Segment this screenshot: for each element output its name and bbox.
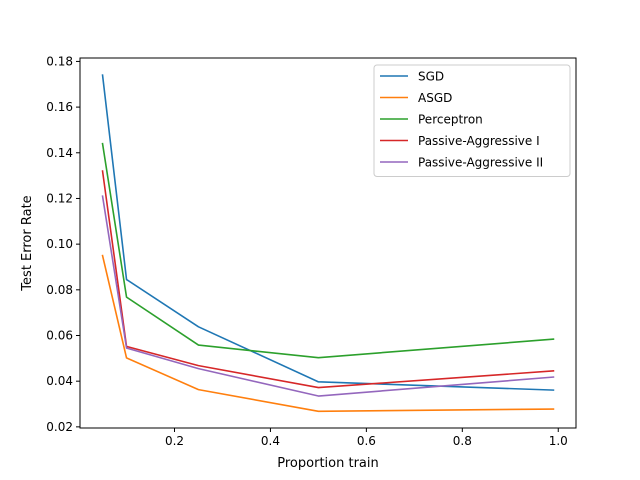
y-tick-label: 0.16 — [46, 100, 73, 114]
y-tick-label: 0.14 — [46, 146, 73, 160]
series-line-5 — [101, 195, 555, 397]
y-tick-label: 0.04 — [46, 374, 73, 388]
legend-label: Passive-Aggressive II — [418, 156, 543, 170]
y-tick-label: 0.12 — [46, 191, 73, 205]
legend-label: ASGD — [418, 91, 452, 105]
y-tick-label: 0.06 — [46, 329, 73, 343]
legend-box — [373, 64, 571, 177]
y-tick-label: 0.18 — [46, 54, 73, 68]
y-axis-label: Test Error Rate — [20, 195, 35, 291]
x-tick-label: 0.6 — [357, 434, 376, 448]
legend-label: Perceptron — [418, 113, 483, 127]
series-layer — [101, 74, 555, 413]
x-tick-label: 0.2 — [165, 434, 184, 448]
series-line-3 — [101, 142, 555, 359]
y-tick-label: 0.08 — [46, 283, 73, 297]
y-axis-ticks: 0.02 0.04 0.06 0.08 0.10 0.12 0.14 0.16 0.18 — [46, 54, 80, 434]
x-tick-label: 1.0 — [549, 434, 568, 448]
x-tick-label: 0.4 — [261, 434, 280, 448]
y-tick-label: 0.10 — [46, 237, 73, 251]
legend-label: Passive-Aggressive I — [418, 134, 540, 148]
series-line-1 — [101, 74, 555, 391]
x-tick-label: 0.8 — [453, 434, 472, 448]
y-tick-label: 0.02 — [46, 420, 73, 434]
legend: SGD ASGD Perceptron Passive-Aggressive I Pas… — [373, 64, 571, 177]
x-axis-label: Proportion train — [277, 456, 378, 471]
x-axis-ticks: 0.2 0.4 0.6 0.8 1.0 — [165, 428, 568, 448]
series-line-4 — [101, 170, 555, 389]
legend-label: SGD — [418, 70, 444, 84]
plot-frame — [79, 57, 577, 429]
series-line-2 — [101, 254, 555, 413]
